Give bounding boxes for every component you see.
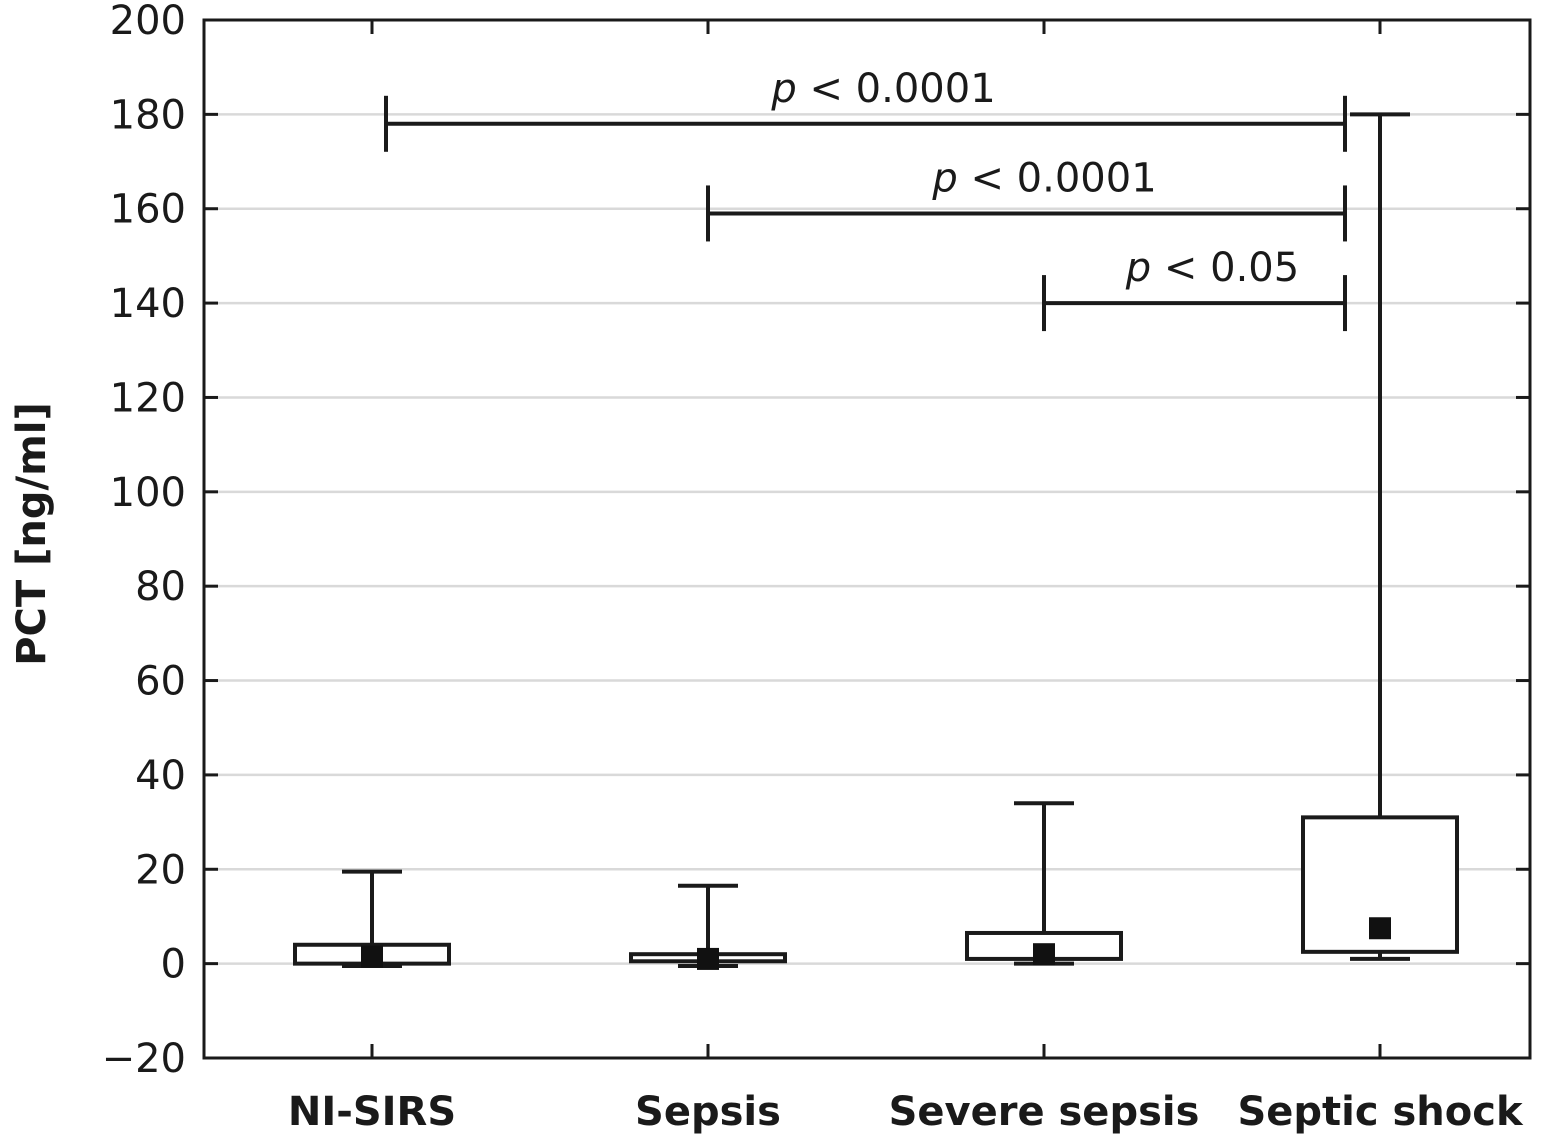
p-value-label: p < 0.05	[1125, 245, 1299, 291]
p-value-text: < 0.0001	[797, 66, 996, 112]
y-tick-label: 60	[135, 659, 186, 705]
y-tick-label: 160	[110, 187, 186, 233]
category-label: Severe sepsis	[889, 1089, 1200, 1135]
p-value-label: p < 0.0001	[770, 66, 995, 112]
p-value-text: < 0.0001	[958, 155, 1157, 201]
p-symbol: p	[770, 66, 796, 112]
box-ni-sirs	[293, 869, 451, 968]
y-tick-label: 0	[161, 942, 186, 988]
box-sepsis	[629, 883, 787, 970]
significance-bracket: p < 0.05	[1042, 245, 1347, 332]
x-axis-categories: NI-SIRS Sepsis Severe sepsis Septic shock	[288, 20, 1524, 1135]
category-label: Septic shock	[1237, 1089, 1524, 1135]
box-plots	[293, 112, 1459, 970]
y-tick-label: 140	[110, 281, 186, 327]
box-septic-shock	[1301, 112, 1459, 961]
y-tick-label: 200	[110, 0, 186, 44]
median-marker	[361, 945, 383, 968]
axes	[202, 18, 1532, 1060]
y-tick-label: 40	[135, 753, 186, 799]
y-axis-title: PCT [ng/ml]	[9, 402, 55, 666]
box-severe-sepsis	[965, 801, 1123, 966]
p-value-text: < 0.05	[1151, 245, 1299, 291]
y-tick-label: 180	[110, 92, 186, 138]
category-label: Sepsis	[635, 1089, 781, 1135]
category-label: NI-SIRS	[288, 1089, 456, 1135]
significance-bracket: p < 0.0001	[384, 66, 1347, 152]
significance-bracket: p < 0.0001	[706, 155, 1347, 242]
y-axis-ticks: −20 0 20 40 60 80 100 120 140 160 180 200	[102, 0, 1530, 1082]
grid-lines	[204, 113, 1530, 965]
y-tick-label: 20	[135, 847, 186, 893]
median-marker	[697, 947, 719, 970]
median-marker	[1033, 943, 1055, 966]
plot-frame	[202, 18, 1532, 1060]
y-tick-label: 80	[135, 564, 186, 610]
median-marker	[1369, 917, 1391, 940]
p-value-label: p < 0.0001	[931, 155, 1156, 201]
p-symbol: p	[1125, 245, 1151, 291]
y-tick-label: 100	[110, 470, 186, 516]
y-tick-label: 120	[110, 375, 186, 421]
y-tick-label: −20	[102, 1036, 186, 1082]
p-symbol: p	[931, 155, 957, 201]
